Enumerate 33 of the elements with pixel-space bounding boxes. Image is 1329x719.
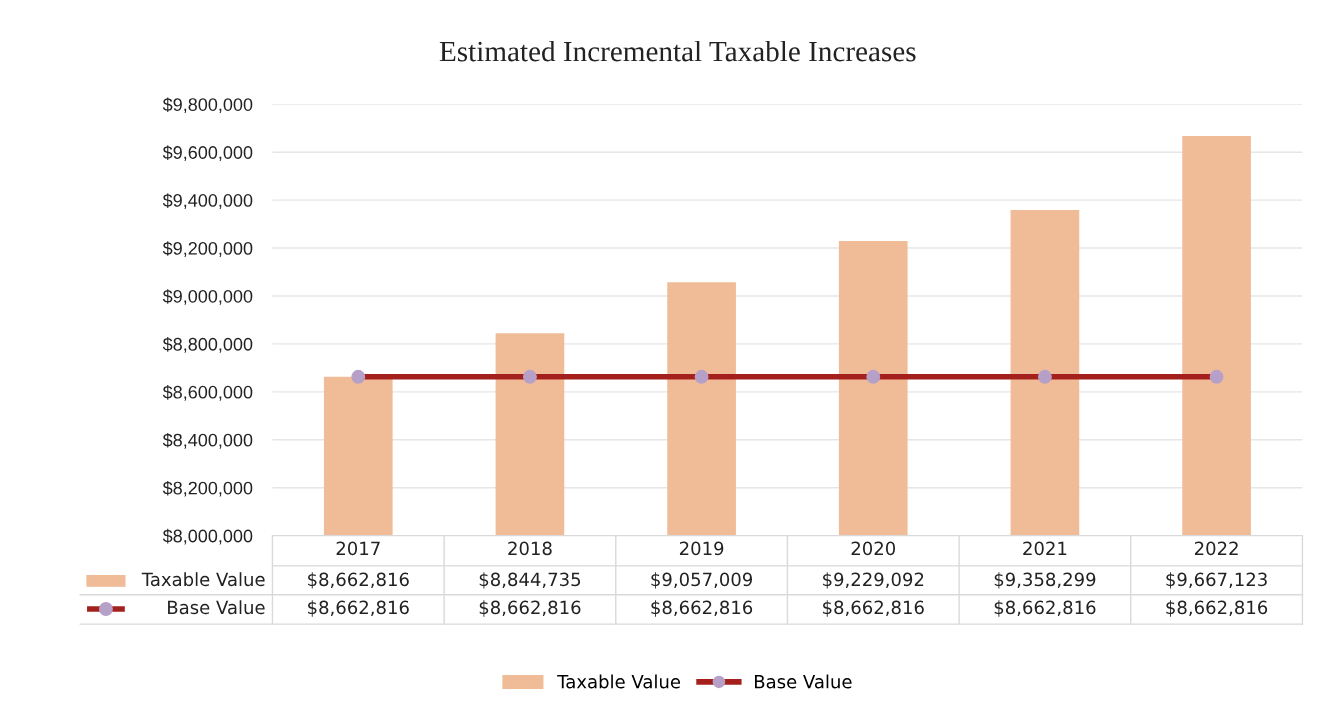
y-tick-label: $8,600,000 [162, 385, 253, 401]
x-tick-label: 2019 [679, 541, 724, 556]
data-label: $9,358,299 [994, 572, 1096, 589]
y-tick-label: $9,800,000 [162, 97, 253, 114]
data-label: $9,667,123 [1166, 572, 1267, 589]
y-tick-label: $8,200,000 [162, 480, 253, 497]
data-label: $8,662,816 [479, 600, 581, 617]
y-tick-label: $9,400,000 [162, 193, 253, 209]
y-tick-label: $9,600,000 [162, 145, 253, 162]
data-label: $9,229,092 [823, 572, 924, 589]
x-tick-label: 2022 [1194, 541, 1238, 556]
text: Taxable Value [141, 572, 265, 587]
y-tick-label: $9,000,000 [162, 289, 253, 305]
text: Base Value [755, 674, 852, 689]
legend-label: Taxable Value [557, 674, 681, 689]
x-tick-label: 2018 [508, 541, 552, 556]
y-tick-label: $9,200,000 [162, 241, 253, 257]
x-tick-label: 2021 [1023, 541, 1067, 556]
data-label: $9,057,009 [651, 572, 753, 589]
x-tick-label: 2020 [851, 541, 896, 556]
y-tick-label: $8,000,000 [162, 528, 253, 545]
y-tick-label: $8,800,000 [162, 337, 253, 353]
data-label: $8,662,816 [308, 572, 409, 589]
data-label: $8,662,816 [1166, 600, 1268, 617]
data-label: $8,662,816 [308, 600, 409, 617]
x-tick-label: 2017 [336, 541, 380, 556]
data-label: $8,662,816 [823, 600, 924, 617]
chart-title: Estimated Incremental Taxable Increases [439, 40, 916, 62]
y-tick-label: $8,400,000 [162, 432, 253, 449]
data-label: $8,662,816 [651, 600, 753, 617]
data-label: $8,844,735 [479, 572, 581, 589]
data-label: $8,662,816 [994, 600, 1096, 617]
legend-label: Base Value [168, 600, 265, 615]
